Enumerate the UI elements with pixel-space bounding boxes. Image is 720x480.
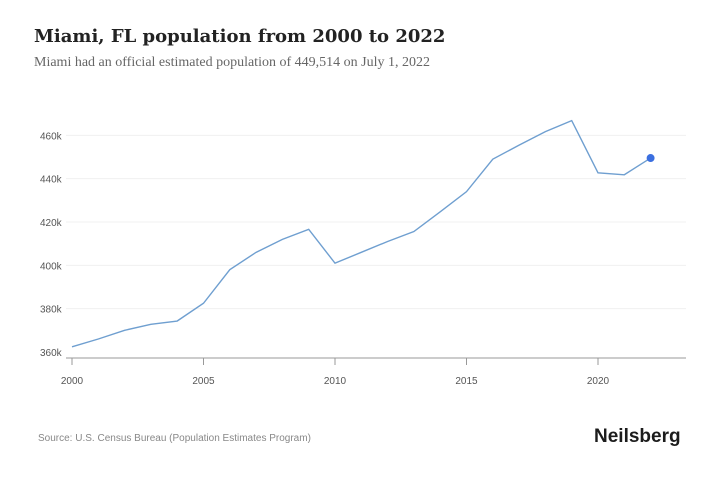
- x-tick-label: 2010: [324, 376, 347, 387]
- y-tick-label: 400k: [40, 261, 63, 272]
- x-tick-label: 2020: [587, 376, 610, 387]
- chart-title: Miami, FL population from 2000 to 2022: [34, 26, 446, 47]
- latest-point-marker: [646, 154, 655, 163]
- y-tick-label: 460k: [40, 131, 63, 142]
- x-tick-label: 2015: [455, 376, 478, 387]
- y-tick-label: 360k: [40, 348, 63, 359]
- x-tick-label: 2000: [61, 376, 84, 387]
- source-note: Source: U.S. Census Bureau (Population E…: [38, 433, 311, 444]
- x-tick-label: 2005: [192, 376, 215, 387]
- population-line: [71, 119, 651, 348]
- brand-logo: Neilsberg: [594, 426, 681, 447]
- chart-subtitle: Miami had an official estimated populati…: [34, 55, 430, 70]
- y-tick-label: 440k: [40, 175, 63, 186]
- y-tick-label: 420k: [40, 218, 63, 229]
- y-tick-label: 380k: [40, 305, 63, 316]
